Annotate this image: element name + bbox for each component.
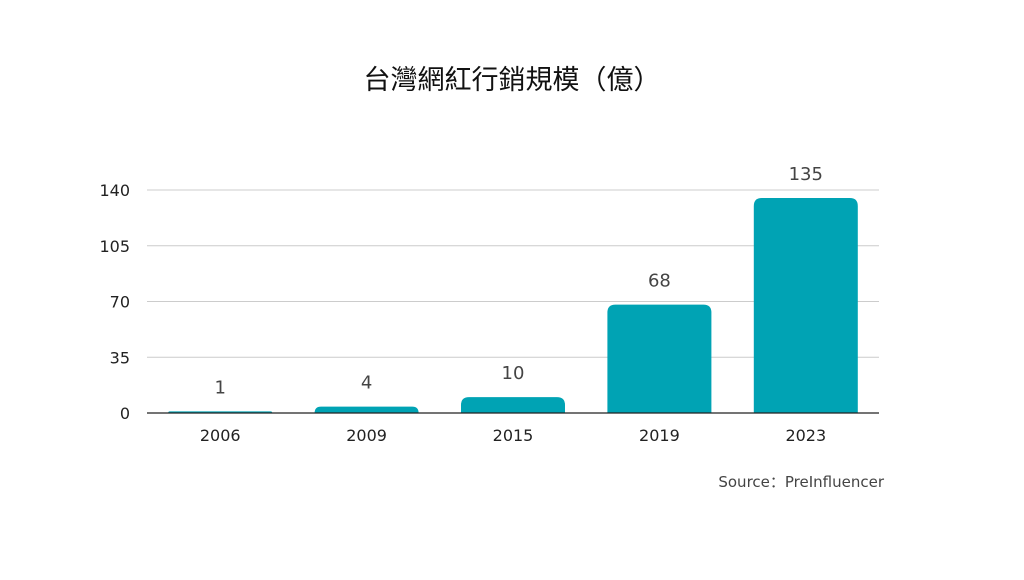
bar-2023 <box>753 197 858 413</box>
y-tick-label: 35 <box>110 348 130 367</box>
bar-2015 <box>461 397 565 413</box>
y-tick-label: 0 <box>120 404 130 423</box>
x-tick-label-2019: 2019 <box>639 426 680 445</box>
data-label-2015: 10 <box>502 363 525 384</box>
data-labels: 1 4 10 68 135 <box>214 164 823 398</box>
x-tick-label-2006: 2006 <box>200 426 241 445</box>
x-tick-label-2015: 2015 <box>493 426 534 445</box>
data-label-2019: 68 <box>648 271 671 292</box>
data-label-2006: 1 <box>214 377 225 398</box>
y-axis-ticks: 0 35 70 105 140 <box>99 181 130 423</box>
chart-title: 台灣網紅行銷規模（億） <box>363 65 661 96</box>
x-tick-label-2023: 2023 <box>785 426 826 445</box>
bar-2009 <box>314 406 419 413</box>
y-tick-label: 140 <box>99 181 130 200</box>
data-label-2023: 135 <box>789 164 823 185</box>
source-note: Source：PreInfluencer <box>718 473 884 491</box>
y-tick-label: 70 <box>110 293 130 312</box>
bars <box>168 197 858 413</box>
x-axis-ticks: 2006 2009 2015 2019 2023 <box>200 426 826 445</box>
y-tick-label: 105 <box>99 237 130 256</box>
data-label-2009: 4 <box>361 373 372 394</box>
bar-2019 <box>607 304 712 413</box>
x-tick-label-2009: 2009 <box>346 426 387 445</box>
